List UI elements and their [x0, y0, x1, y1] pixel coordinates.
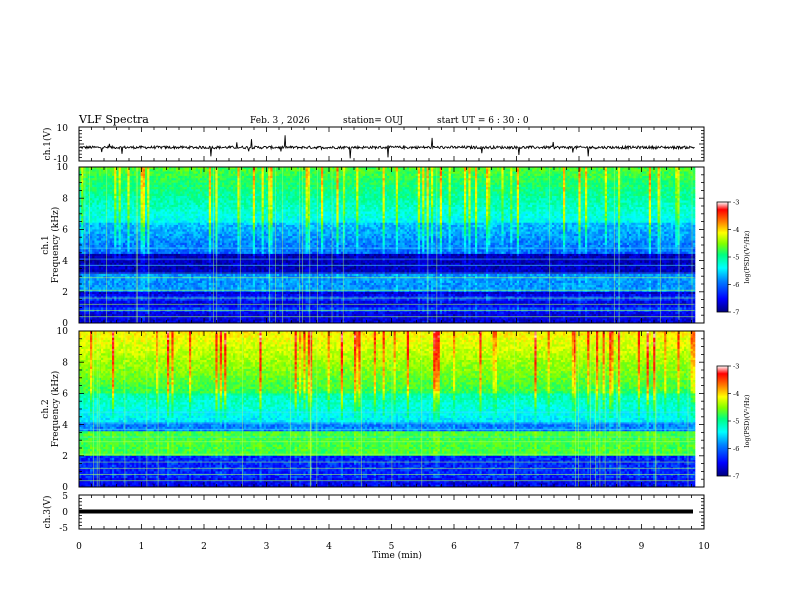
ch2-spectrogram-yticklabels: 0 2 4 6 8 10	[57, 327, 69, 493]
y-tick-label: 2	[62, 452, 68, 462]
ch1-spectrogram-ticks	[78, 166, 705, 324]
ch1-spectrogram-ylabel-line2: Frequency (kHz)	[50, 207, 61, 284]
x-tick-label: 1	[139, 542, 145, 552]
x-tick-label: 6	[451, 542, 457, 552]
ch1-waveform-line	[80, 135, 695, 159]
x-tick-label: 0	[76, 542, 82, 552]
x-tick-label: 3	[264, 542, 270, 552]
x-axis-label: Time (min)	[372, 550, 422, 561]
y-tick-label: 2	[62, 288, 68, 298]
ch3-waveform-ticks	[78, 494, 705, 530]
x-tick-label: 8	[576, 542, 582, 552]
ch1-waveform-ylabel: ch.1(V)	[42, 128, 53, 161]
y-tick-label: 8	[62, 194, 68, 204]
start-time-label: start UT = 6 : 30 : 0	[437, 116, 529, 126]
x-tick-label: 9	[639, 542, 645, 552]
x-tick-label: 2	[201, 542, 207, 552]
colorbar-tick-label: -6	[733, 445, 739, 453]
ch1-waveform-frame	[78, 126, 705, 162]
ch1-spectrogram-image	[79, 167, 696, 324]
x-tick-label: 7	[514, 542, 520, 552]
ch1-colorbar	[716, 201, 729, 313]
ch1-colorbar-ticks: -3 -4 -5 -6 -7	[728, 199, 739, 317]
ch3-waveform-panel: 5 0 -5 ch.3(V)	[42, 492, 705, 534]
ch1-ytick-bottom: -10	[54, 155, 69, 165]
ch2-spectrogram-ylabel-line1: ch.2	[41, 399, 51, 418]
x-tick-label: 4	[326, 542, 332, 552]
y-tick-label: 4	[62, 257, 68, 267]
y-tick-label: 10	[57, 327, 69, 337]
x-tick-label: 5	[389, 542, 395, 552]
ch1-spectrogram-ylabel-line1: ch.1	[41, 235, 51, 254]
date-label: Feb. 3 , 2026	[250, 116, 310, 126]
colorbar-tick-label: -5	[733, 418, 739, 426]
ch3-ytick-mid: 0	[62, 508, 68, 518]
y-tick-label: 10	[57, 163, 69, 173]
colorbar-tick-label: -5	[733, 254, 739, 262]
ch2-colorbar	[716, 365, 729, 477]
ch2-spectrogram-ylabel-line2: Frequency (kHz)	[50, 371, 61, 448]
x-tick-label: 10	[698, 542, 710, 552]
y-tick-label: 8	[62, 358, 68, 368]
y-tick-label: 0	[62, 483, 68, 493]
y-tick-label: 0	[62, 319, 68, 329]
colorbar-tick-label: -7	[733, 309, 739, 317]
ch1-spectrogram-yticklabels: 0 2 4 6 8 10	[57, 163, 69, 329]
ch2-colorbar-ticks: -3 -4 -5 -6 -7	[728, 363, 739, 481]
ch1-ytick-top: 10	[57, 124, 69, 134]
colorbar-tick-label: -3	[733, 363, 739, 371]
y-tick-label: 6	[62, 226, 68, 236]
colorbar-tick-label: -4	[733, 226, 739, 234]
colorbar-tick-label: -4	[733, 390, 739, 398]
ch1-colorbar-label: log(PSD)(V²/Hz)	[743, 230, 751, 283]
ch1-waveform-panel: 10 -10 ch.1(V)	[42, 124, 705, 165]
ch3-ytick-bottom: -5	[59, 524, 68, 534]
ch1-waveform-trace	[80, 135, 695, 159]
ch3-waveform-trace	[79, 509, 693, 514]
ch3-waveform-ylabel: ch.3(V)	[42, 496, 53, 529]
ch2-spectrogram-ticks	[78, 330, 705, 488]
ch2-spectrogram-image	[79, 331, 696, 488]
ch2-colorbar-label: log(PSD)(V²/Hz)	[743, 394, 751, 447]
station-label: station= OUJ	[343, 116, 403, 126]
y-tick-label: 6	[62, 390, 68, 400]
figure-title: VLF Spectra	[78, 113, 149, 126]
colorbar-tick-label: -7	[733, 473, 739, 481]
colorbar-tick-label: -3	[733, 199, 739, 207]
ch3-ytick-top: 5	[62, 492, 68, 502]
y-tick-label: 4	[62, 421, 68, 431]
colorbar-tick-label: -6	[733, 281, 739, 289]
ch1-waveform-ticks	[78, 126, 705, 162]
x-axis-tick-labels: 0 1 2 3 4 5 6 7 8 9 10	[76, 542, 710, 552]
